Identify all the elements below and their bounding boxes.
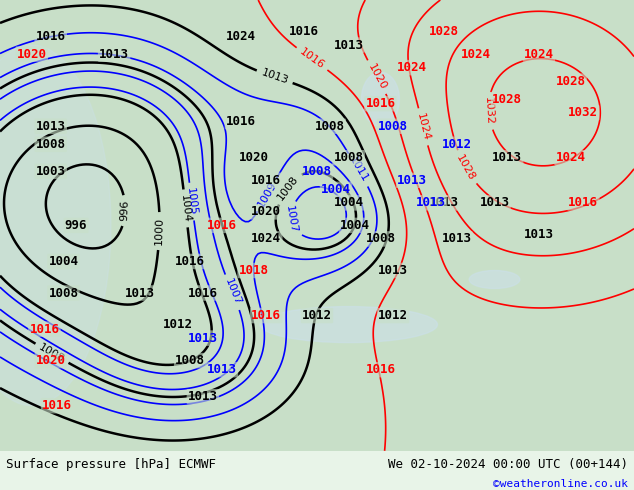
Text: 1012: 1012 bbox=[378, 309, 408, 322]
Text: 1009: 1009 bbox=[256, 180, 278, 210]
Text: 1008: 1008 bbox=[276, 174, 301, 202]
Text: 1020: 1020 bbox=[16, 48, 47, 61]
Text: 1013: 1013 bbox=[429, 196, 459, 209]
Text: 1028: 1028 bbox=[492, 93, 522, 106]
Text: 996: 996 bbox=[65, 219, 87, 232]
Text: 1008: 1008 bbox=[302, 165, 332, 178]
Text: 1013: 1013 bbox=[188, 390, 218, 403]
Text: 1016: 1016 bbox=[568, 196, 598, 209]
Text: 1012: 1012 bbox=[302, 309, 332, 322]
Text: 1024: 1024 bbox=[460, 48, 491, 61]
Text: Surface pressure [hPa] ECMWF: Surface pressure [hPa] ECMWF bbox=[6, 458, 216, 471]
Text: 1020: 1020 bbox=[36, 354, 66, 367]
Text: 1028: 1028 bbox=[555, 74, 586, 88]
Text: 1013: 1013 bbox=[333, 39, 364, 51]
Text: 1004: 1004 bbox=[333, 196, 364, 209]
Text: 1008: 1008 bbox=[333, 151, 364, 164]
Text: 1008: 1008 bbox=[378, 120, 408, 133]
Text: 1024: 1024 bbox=[415, 112, 431, 142]
Text: 1013: 1013 bbox=[416, 196, 446, 209]
Text: 1012: 1012 bbox=[162, 318, 193, 331]
Text: 1024: 1024 bbox=[555, 151, 586, 164]
Text: 1020: 1020 bbox=[366, 62, 388, 92]
Text: 996: 996 bbox=[120, 200, 131, 221]
Text: 1024: 1024 bbox=[397, 61, 427, 74]
Text: 1013: 1013 bbox=[378, 264, 408, 277]
Text: 1000: 1000 bbox=[154, 217, 165, 245]
Text: 1016: 1016 bbox=[188, 287, 218, 299]
Text: 1013: 1013 bbox=[188, 332, 218, 344]
Text: 1013: 1013 bbox=[207, 363, 237, 376]
Text: 1013: 1013 bbox=[397, 174, 427, 187]
Text: 1018: 1018 bbox=[238, 264, 269, 277]
Text: 1016: 1016 bbox=[365, 97, 396, 110]
Text: 1013: 1013 bbox=[441, 232, 472, 245]
Text: 1005: 1005 bbox=[185, 187, 198, 216]
Text: 1003: 1003 bbox=[36, 165, 66, 178]
Text: 1016: 1016 bbox=[175, 255, 205, 268]
Text: 1012: 1012 bbox=[441, 138, 472, 151]
Text: 1013: 1013 bbox=[492, 151, 522, 164]
Ellipse shape bbox=[0, 45, 111, 406]
Text: 1028: 1028 bbox=[429, 25, 459, 38]
Text: 1008: 1008 bbox=[36, 138, 66, 151]
Text: 1013: 1013 bbox=[124, 287, 155, 299]
Text: 1016: 1016 bbox=[226, 115, 256, 128]
Text: 1016: 1016 bbox=[251, 309, 281, 322]
Text: 1013: 1013 bbox=[99, 48, 129, 61]
Text: 1024: 1024 bbox=[524, 48, 554, 61]
Text: 1013: 1013 bbox=[260, 68, 290, 86]
Text: 1004: 1004 bbox=[48, 255, 79, 268]
Text: 1028: 1028 bbox=[455, 153, 477, 182]
Text: 1013: 1013 bbox=[479, 196, 510, 209]
Text: 1020: 1020 bbox=[251, 205, 281, 219]
Text: 1024: 1024 bbox=[226, 29, 256, 43]
Text: 1016: 1016 bbox=[251, 174, 281, 187]
Text: 1016: 1016 bbox=[298, 47, 327, 71]
Text: 1011: 1011 bbox=[347, 155, 370, 185]
Text: 1024: 1024 bbox=[251, 232, 281, 245]
Text: 1004: 1004 bbox=[179, 194, 192, 223]
Text: ©weatheronline.co.uk: ©weatheronline.co.uk bbox=[493, 479, 628, 489]
Text: 1020: 1020 bbox=[238, 151, 269, 164]
Text: 1008: 1008 bbox=[48, 287, 79, 299]
Text: 1008: 1008 bbox=[37, 342, 67, 365]
Text: 1016: 1016 bbox=[207, 219, 237, 232]
Text: 1016: 1016 bbox=[29, 322, 60, 336]
Text: 1007: 1007 bbox=[223, 277, 242, 307]
Text: 1004: 1004 bbox=[321, 183, 351, 196]
Text: 1007: 1007 bbox=[284, 205, 299, 234]
Ellipse shape bbox=[469, 270, 520, 289]
Text: 1016: 1016 bbox=[365, 363, 396, 376]
Text: 1008: 1008 bbox=[175, 354, 205, 367]
Text: 1008: 1008 bbox=[365, 232, 396, 245]
Ellipse shape bbox=[260, 307, 437, 343]
Text: 1016: 1016 bbox=[289, 25, 320, 38]
Text: We 02-10-2024 00:00 UTC (00+144): We 02-10-2024 00:00 UTC (00+144) bbox=[387, 458, 628, 471]
Text: 1004: 1004 bbox=[340, 219, 370, 232]
Text: 1032: 1032 bbox=[568, 106, 598, 119]
Text: 1013: 1013 bbox=[36, 120, 66, 133]
Text: 1016: 1016 bbox=[42, 399, 72, 412]
Ellipse shape bbox=[361, 72, 399, 126]
Text: 1008: 1008 bbox=[314, 120, 345, 133]
Text: 1013: 1013 bbox=[524, 228, 554, 241]
Text: 1016: 1016 bbox=[36, 29, 66, 43]
Text: 1032: 1032 bbox=[483, 97, 495, 125]
